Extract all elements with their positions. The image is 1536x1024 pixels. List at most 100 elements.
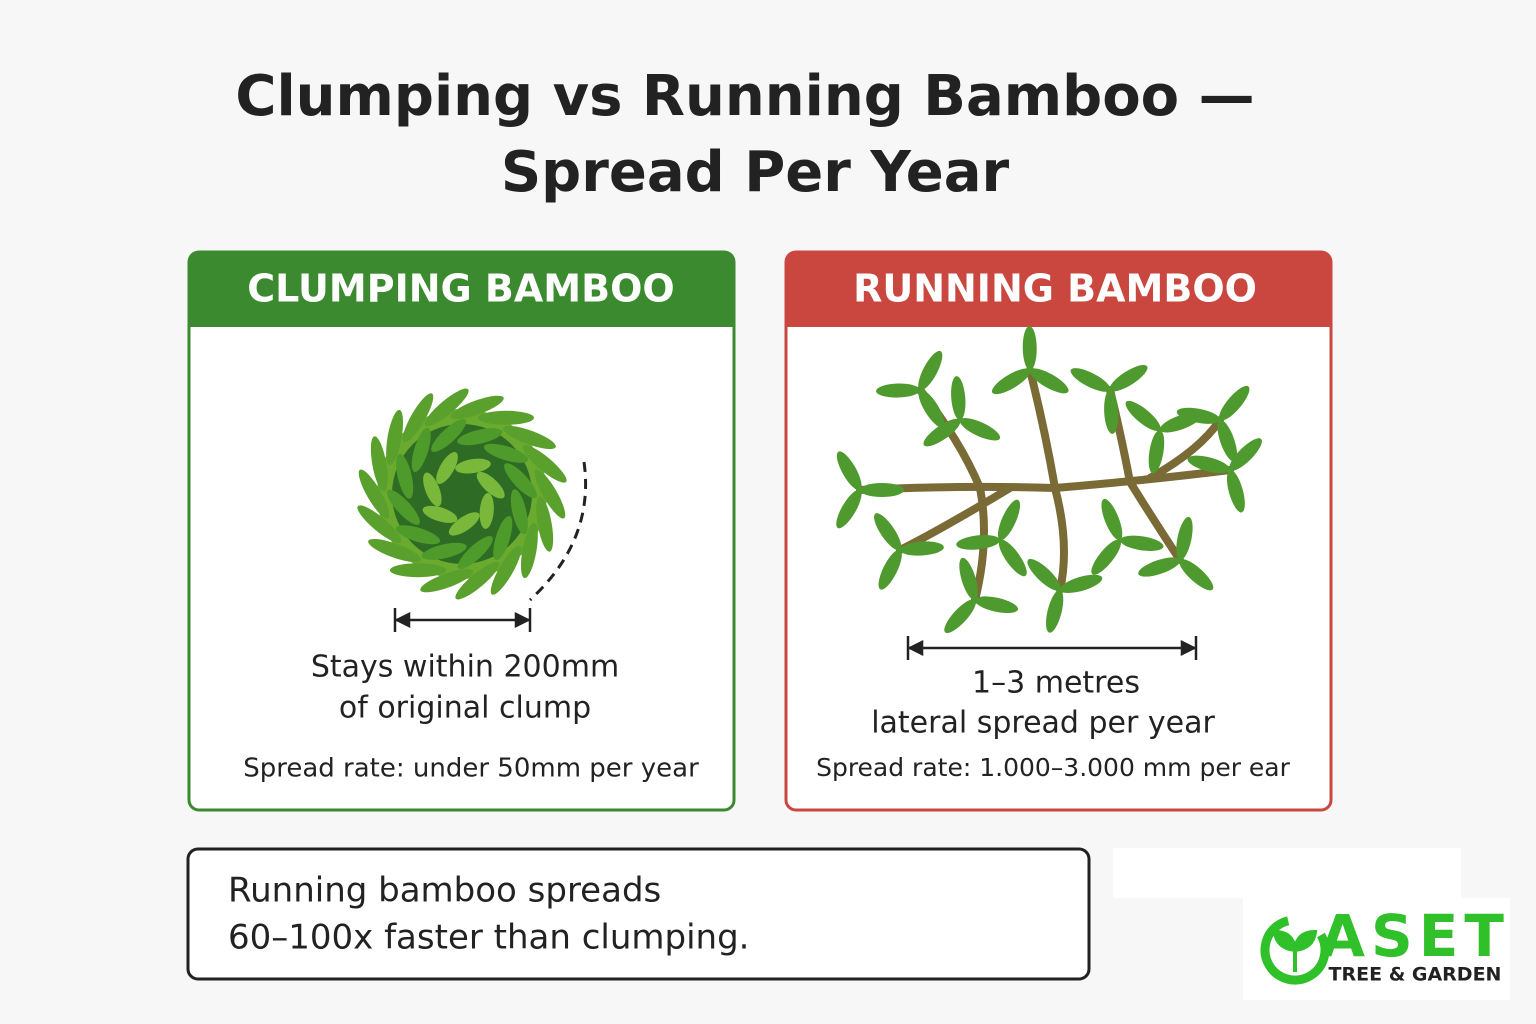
leaf	[944, 599, 976, 633]
leaf	[1176, 516, 1193, 561]
leaf	[836, 451, 862, 491]
logo-name: ASET	[1320, 902, 1510, 970]
leaf	[387, 489, 420, 525]
leaf	[534, 469, 566, 519]
leaf	[956, 535, 1001, 550]
leaf	[1045, 589, 1064, 633]
summary-box	[186, 847, 1091, 981]
leaf	[1217, 419, 1238, 462]
title-line: Spread Per Year	[501, 140, 1010, 205]
leaf	[436, 452, 458, 484]
logo-sprout	[1272, 929, 1318, 972]
leaf	[357, 505, 402, 543]
leaf	[1148, 429, 1165, 474]
leaf	[1109, 364, 1148, 392]
leaf	[476, 471, 505, 499]
leaf	[402, 393, 434, 443]
logo-icon	[1260, 915, 1330, 985]
leaf	[423, 472, 442, 507]
measure-text: lateral spread per year	[871, 706, 1215, 741]
leaf	[450, 395, 504, 419]
leaf	[520, 522, 538, 579]
leaf	[1159, 412, 1202, 433]
leaf	[411, 427, 431, 473]
leaf	[478, 410, 534, 425]
leaf	[1226, 469, 1245, 513]
leaf	[874, 513, 902, 551]
leaf	[951, 376, 966, 421]
measure-text: 1–3 metres	[972, 666, 1140, 701]
leaf	[959, 557, 978, 601]
leaf	[1219, 385, 1250, 421]
measure-text: Stays within 200mm	[311, 650, 619, 685]
boundary-arc	[528, 461, 588, 602]
leaf	[1104, 389, 1119, 434]
leaf	[1101, 498, 1123, 541]
leaf	[1091, 539, 1122, 575]
leaf	[490, 545, 522, 595]
leaf	[457, 428, 503, 446]
leaf	[479, 492, 494, 529]
leaf	[1027, 558, 1061, 591]
leaf	[420, 569, 474, 593]
rate-text: Spread rate: 1.000–3.000 mm per ear	[816, 753, 1291, 782]
leaf	[860, 483, 904, 497]
leaf	[457, 536, 493, 569]
clump-inner	[392, 424, 532, 564]
leaf	[396, 453, 414, 499]
summary-text: Running bamboo spreads	[228, 871, 661, 911]
leaf	[510, 489, 528, 535]
leaf	[1179, 559, 1214, 591]
leaf	[504, 463, 537, 499]
leaf	[918, 350, 943, 391]
leaf	[1229, 438, 1262, 471]
panel-header	[189, 252, 734, 327]
leaf	[1119, 535, 1164, 551]
panel-heading: CLUMPING BAMBOO	[247, 267, 674, 311]
leaf	[876, 383, 921, 398]
leaf	[455, 561, 500, 600]
leaf	[370, 436, 388, 492]
leaf	[395, 525, 441, 545]
logo-tagline: TREE & GARDEN	[1329, 964, 1502, 986]
panel-header	[786, 252, 1331, 327]
leaf	[1070, 368, 1111, 392]
leaf	[386, 409, 404, 466]
leaf	[1059, 574, 1103, 593]
rate-text: Spread rate: under 50mm per year	[243, 754, 699, 784]
clump-illustration	[357, 388, 567, 600]
leaf	[483, 443, 529, 463]
leaf	[522, 445, 567, 483]
leaf	[836, 489, 862, 529]
measure-arrow	[906, 636, 1198, 660]
leaf	[959, 418, 1001, 441]
logo-backdrop	[1113, 848, 1461, 898]
title-line: Clumping vs Running Bamboo —	[235, 64, 1254, 129]
leaf	[502, 425, 556, 450]
leaf	[1138, 557, 1181, 577]
panel-heading: RUNNING BAMBOO	[853, 267, 1257, 311]
leaf	[424, 388, 469, 427]
leaf	[918, 389, 945, 428]
measure-text: of original clump	[339, 691, 591, 726]
leaf	[991, 368, 1031, 395]
leaf	[1187, 455, 1231, 474]
leaf	[431, 419, 467, 452]
leaf	[448, 512, 480, 536]
leaf	[1022, 326, 1037, 371]
leaf	[997, 499, 1021, 541]
leaf	[368, 538, 422, 563]
leaf	[1125, 400, 1161, 431]
leaf	[390, 563, 446, 578]
leaf	[899, 541, 944, 556]
leaf	[878, 549, 902, 590]
leaf	[923, 418, 961, 447]
leaf	[1029, 368, 1069, 394]
rhizome-illustration	[836, 326, 1262, 633]
leaf	[421, 542, 467, 560]
summary-text: 60–100x faster than clumping.	[228, 918, 750, 958]
leaf	[493, 515, 513, 561]
leaf	[455, 458, 491, 474]
